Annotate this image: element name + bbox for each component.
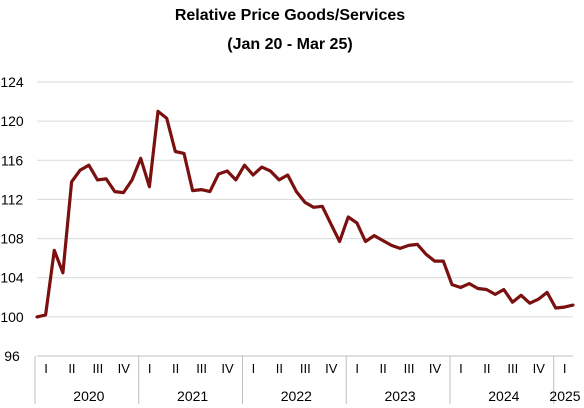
series-line [35,109,575,319]
series-layer [35,109,575,319]
quarter-tick-label: II [68,361,75,376]
quarter-tick-label: IV [429,361,442,376]
chart-subtitle: (Jan 20 - Mar 25) [227,36,352,53]
quarter-tick-label: III [92,361,103,376]
quarter-tick-label: III [196,361,207,376]
y-tick-label: 108 [0,231,24,247]
quarter-tick-label: I [355,361,359,376]
quarter-tick-label: IV [221,361,234,376]
y-tick-label: 124 [0,74,24,90]
quarter-tick-label: III [404,361,415,376]
gridlines [37,81,573,318]
quarter-tick-label: II [483,361,490,376]
quarter-tick-label: I [459,361,463,376]
year-label: 2024 [488,388,519,404]
y-tick-label: 120 [0,113,24,129]
quarter-tick-label: I [252,361,256,376]
year-label: 2023 [385,388,416,404]
year-label: 2022 [281,388,312,404]
quarter-tick-label: II [172,361,179,376]
y-tick-label: 100 [0,309,24,325]
year-label: 2020 [73,388,104,404]
quarter-tick-label: III [300,361,311,376]
y-tick-label: 96 [4,348,20,364]
quarter-tick-label: II [380,361,387,376]
y-axis-tick-labels: 96 100 104 108 112 116 120 124 [0,74,24,364]
x-axis: I II III IV I II III IV I II III IV I II III IV I II III IV… [34,355,581,404]
y-tick-label: 112 [1,191,24,207]
quarter-tick-label: I [563,361,567,376]
quarter-tick-label: III [507,361,518,376]
quarter-tick-label: IV [118,361,131,376]
year-label: 2025 [549,388,580,404]
quarter-tick-label: IV [533,361,546,376]
quarter-tick-label: II [276,361,283,376]
y-tick-label: 116 [1,152,24,168]
year-label: 2021 [177,388,208,404]
quarter-tick-label: I [44,361,48,376]
chart-title: Relative Price Goods/Services [175,7,405,24]
quarter-tick-label: IV [325,361,338,376]
quarter-tick-label: I [148,361,152,376]
y-tick-label: 104 [0,270,24,286]
